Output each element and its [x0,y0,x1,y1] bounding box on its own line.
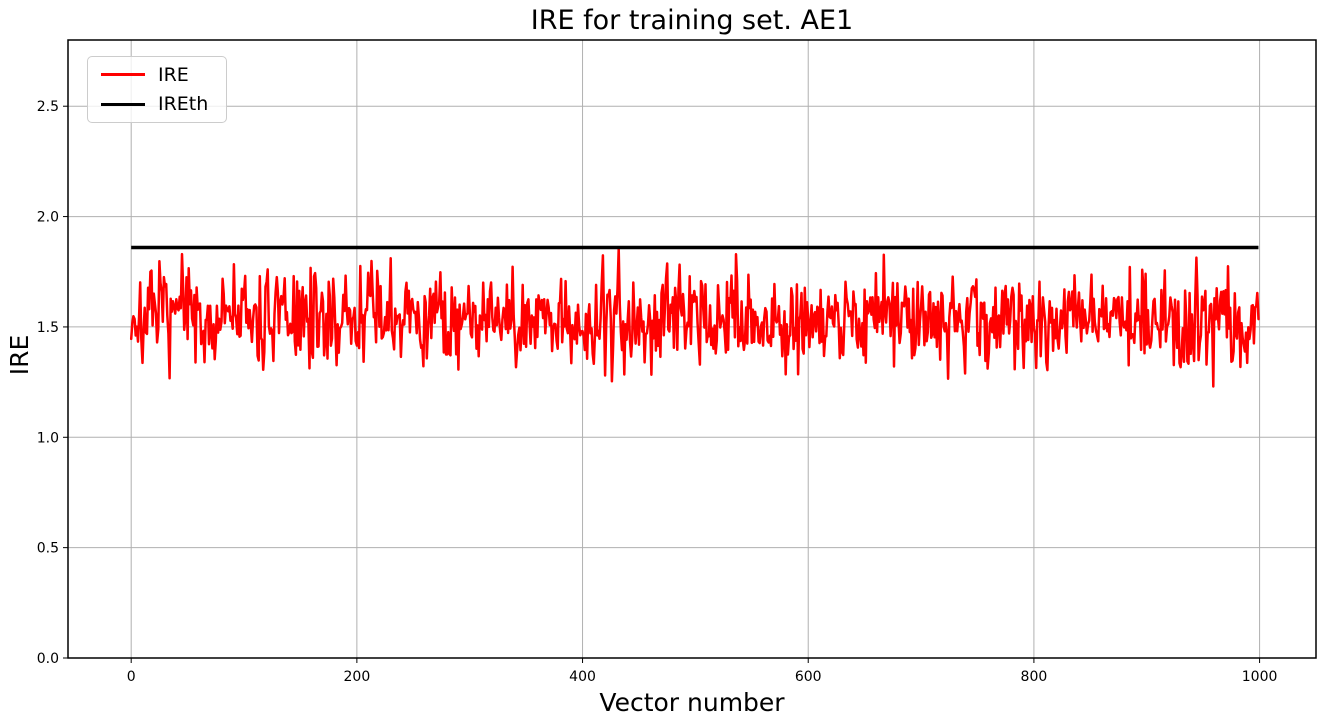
svg-text:800: 800 [1021,669,1048,685]
svg-text:1.5: 1.5 [37,320,59,336]
axes-box [67,39,1317,659]
ire-series-line [129,247,1260,388]
svg-text:2.0: 2.0 [37,210,59,226]
svg-text:0: 0 [127,669,136,685]
x-tick-labels: 0 200 400 600 800 1000 [127,669,1278,685]
legend-label-ireth: IREth [158,93,209,116]
x-axis-label: Vector number [599,688,785,717]
legend-item-ire: IRE [88,61,226,89]
chart-title: IRE for training set. AE1 [530,5,854,36]
svg-text:200: 200 [344,669,371,685]
ireth-line-swatch [101,102,145,106]
y-axis-label: IRE [5,334,34,376]
y-tick-labels: 0.0 0.5 1.0 1.5 2.0 2.5 [37,99,59,667]
legend-item-ireth: IREth [88,90,226,118]
svg-text:0.0: 0.0 [37,651,59,667]
svg-text:0.5: 0.5 [37,541,59,557]
svg-text:400: 400 [569,669,596,685]
legend-label-ire: IRE [158,63,189,86]
svg-text:1.0: 1.0 [37,430,59,446]
legend: IRE IREth [87,56,227,123]
svg-text:2.5: 2.5 [37,99,59,115]
ire-line-swatch [101,73,145,77]
svg-text:1000: 1000 [1242,669,1278,685]
svg-text:600: 600 [795,669,822,685]
tick-marks [63,105,1261,663]
